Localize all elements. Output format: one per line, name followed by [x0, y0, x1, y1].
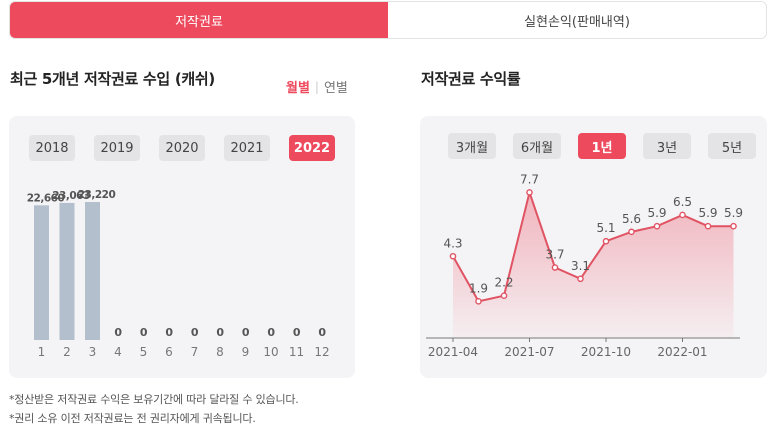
yield-value-label: 3.7 [545, 248, 564, 262]
tab-bar: 저작권료 실현손익(판매내역) [9, 1, 767, 39]
month-tick-label: 11 [289, 345, 304, 359]
x-tick-label: 2021-10 [581, 345, 631, 359]
bar-month-2 [59, 202, 75, 340]
bar-value-label: 0 [216, 326, 224, 339]
ownership-note: *권리 소유 이전 저작권료는 전 권리자에게 귀속됩니다. [9, 412, 256, 425]
month-tick-label: 3 [89, 345, 97, 359]
bar-value-label: 0 [267, 326, 275, 339]
month-tick-label: 5 [140, 345, 148, 359]
yield-point [526, 189, 533, 196]
yield-value-label: 3.1 [571, 259, 590, 273]
yield-area-chart: 4.3 1.9 2.2 7.7 3.7 3.1 5.1 5.6 5.9 6.5 5.9 5.9 2021… [426, 172, 743, 359]
month-tick-label: 1 [38, 345, 46, 359]
bar-value-label: 0 [242, 326, 250, 339]
month-tick-label: 12 [314, 345, 329, 359]
yield-point [475, 298, 482, 305]
bar-month-3 [85, 202, 100, 340]
bar-value-label: 0 [293, 326, 301, 339]
yield-point [704, 222, 712, 230]
period-pill-1[interactable]: 6개월 [513, 133, 561, 159]
year-pill-2021[interactable]: 2021 [224, 135, 270, 161]
bar-month-1 [34, 205, 49, 340]
yield-value-label: 5.9 [724, 206, 743, 220]
toggle-divider: | [314, 79, 319, 94]
yield-chart-panel: 3개월 6개월 1년 3년 5년 4.3 1.9 2.2 7.7 3.7 3.1 5.1 5.6 5.9… [420, 116, 767, 378]
yield-point [449, 252, 457, 260]
yield-value-label: 6.5 [673, 195, 692, 209]
yield-point [679, 211, 686, 219]
yield-area-fill [453, 192, 734, 337]
month-tick-label: 9 [242, 345, 250, 359]
bar-value-label: 0 [318, 326, 326, 339]
year-pill-2019[interactable]: 2019 [94, 135, 140, 161]
yield-value-label: 5.9 [647, 206, 666, 220]
bar-value-label: 0 [140, 326, 148, 339]
year-pill-2018[interactable]: 2018 [29, 135, 75, 161]
toggle-yearly[interactable]: 연별 [323, 81, 348, 96]
yield-value-label: 7.7 [520, 172, 539, 186]
tab-realized-pnl[interactable]: 실현손익(판매내역) [388, 2, 766, 38]
yield-point [602, 237, 610, 245]
x-tick-label: 2021-04 [428, 345, 478, 359]
settlement-note: *정산받은 저작권료 수익은 보유기간에 따라 달라질 수 있습니다. [9, 393, 299, 406]
period-pill-2[interactable]: 1년 [578, 133, 626, 159]
monthly-income-bar-chart: 22,660 1 23,063 2 23,220 3 0 4 0 5 0 6 0 7 0 8 0 9 0 10 0 11 0… [27, 189, 330, 359]
month-tick-label: 4 [114, 345, 122, 359]
period-pill-0[interactable]: 3개월 [448, 133, 496, 159]
bar-value-label: 0 [114, 326, 122, 339]
bar-value-label: 22,660 [27, 192, 65, 204]
yield-point [628, 228, 635, 236]
month-tick-label: 10 [263, 345, 278, 359]
yield-value-label: 5.6 [622, 212, 641, 226]
bar-value-label: 23,220 [78, 189, 116, 201]
yield-point [500, 292, 508, 299]
yield-value-label: 2.2 [494, 276, 513, 290]
period-pill-3[interactable]: 3년 [643, 133, 691, 159]
month-tick-label: 2 [63, 345, 71, 359]
toggle-monthly[interactable]: 월별 [286, 81, 310, 96]
yield-value-label: 5.1 [596, 221, 615, 235]
year-pill-2020[interactable]: 2020 [159, 135, 205, 161]
tab-copyright-royalty[interactable]: 저작권료 [10, 2, 388, 38]
x-tick-label: 2022-01 [657, 345, 707, 359]
month-tick-label: 7 [191, 345, 199, 359]
month-tick-label: 8 [216, 345, 224, 359]
bar-value-label: 0 [165, 326, 173, 339]
yield-point [577, 275, 584, 283]
year-pill-2022[interactable]: 2022 [289, 135, 335, 161]
period-pill-4[interactable]: 5년 [708, 133, 756, 159]
yield-point [653, 222, 661, 230]
period-toggle: 월별 | 연별 [286, 77, 348, 97]
yield-value-label: 4.3 [443, 236, 462, 250]
bar-value-label: 0 [191, 326, 199, 339]
yield-line [452, 188, 734, 303]
yield-value-label: 5.9 [698, 206, 717, 220]
month-tick-label: 6 [165, 345, 173, 359]
yield-point [551, 264, 559, 271]
x-tick-label: 2021-07 [504, 345, 554, 359]
bar-value-label: 23,063 [52, 190, 90, 202]
yield-value-label: 1.9 [469, 281, 488, 295]
income-chart-panel: 2018 2019 2020 2021 2022 22,660 1 23,063 2 23,22… [9, 116, 355, 378]
income-section-title: 최근 5개년 저작권료 수입 (캐쉬) [10, 70, 215, 88]
yield-section-title: 저작권료 수익률 [421, 70, 521, 88]
yield-point [730, 222, 737, 230]
